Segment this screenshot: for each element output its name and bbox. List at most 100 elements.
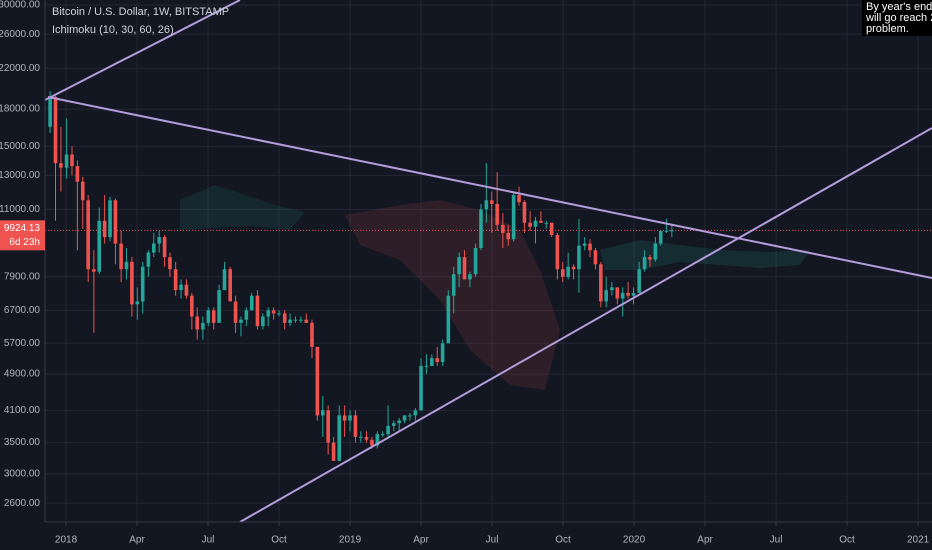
candles [48,91,674,461]
candle-body [375,434,380,446]
price-axis [0,0,45,522]
candle-body [364,436,369,440]
annotation-box [862,0,932,36]
candle-body [277,313,281,315]
y-tick-label: 13000.00 [0,170,40,181]
candle-body [435,358,440,362]
candle-body [97,220,102,272]
trend-line [47,96,932,279]
candle-body [402,415,407,421]
candle-body [135,301,140,305]
cloud-green [600,240,810,270]
candle-body [261,316,265,327]
annotation: will go reach 20 [865,12,932,24]
candle-body [233,301,238,323]
candle-body [299,319,303,321]
candle-body [337,415,342,461]
y-tick-label: 3500.00 [4,437,41,448]
last-price-label: 9924.13 [4,223,41,234]
candle-body [468,274,472,280]
candle-body [255,295,260,327]
y-tick-label: 22000.00 [0,63,40,74]
candle-body [102,220,107,238]
candle-body [517,195,521,203]
x-tick-label: Oct [555,535,571,546]
candle-body [190,295,194,317]
candle-body [64,154,69,168]
candle-body [168,257,172,270]
candle-body [70,154,74,167]
candle-body [648,257,652,260]
candle-body [53,96,58,164]
candle-body [271,310,276,314]
candle-body [451,274,456,296]
candle-body [413,410,418,416]
candle-body [555,234,560,270]
y-tick-label: 30000.00 [0,0,40,11]
candle-body [48,96,52,127]
countdown-label: 6d 23h [9,237,40,248]
x-tick-label: 2021 [907,535,930,546]
candle-body [380,434,385,436]
candle-body [304,319,309,323]
candle-body [206,310,211,323]
annotation: problem. [866,23,909,35]
trend-line [239,127,932,523]
candle-body [211,310,216,323]
candle-body [124,261,129,270]
candle-body [130,261,134,305]
cloud-green [180,185,305,230]
candle-body [386,425,390,435]
x-tick-label: Apr [129,535,145,546]
candle-body [146,252,151,267]
time-axis [0,522,932,550]
candle-body [288,319,292,323]
candle-body [522,202,527,223]
candle-body [642,257,647,270]
candle-body [489,200,494,204]
candle-body [544,222,549,224]
candle-body [424,365,429,367]
candle-body [249,295,254,311]
x-tick-label: Oct [839,535,855,546]
candle-body [577,245,581,270]
x-tick-label: 2019 [339,535,362,546]
candle-body [266,310,271,317]
candle-body [511,195,516,240]
candle-body [397,420,401,424]
candle-body [282,313,287,323]
candle-body [615,287,620,299]
candle-body [391,423,396,426]
trend-line [44,0,241,101]
candle-body [604,290,609,302]
candle-body [331,442,336,461]
candle-body [408,415,412,417]
candle-body [473,247,478,275]
candle-body [620,292,625,299]
candle-body [201,322,205,330]
candle-body [670,230,674,232]
candle-body [440,343,445,362]
candle-body [599,264,603,302]
candle-body [92,269,96,272]
y-tick-label: 4100.00 [4,405,41,416]
candle-body [80,181,85,201]
chart-title: Bitcoin / U.S. Dollar, 1W, BITSTAMP [52,6,229,18]
candle-body [353,415,358,437]
candle-body [320,410,325,416]
annotation: By year's end, 1 [866,1,932,13]
candle-body [140,266,145,302]
x-tick-label: Jul [486,535,499,546]
candle-body [179,284,183,291]
candle-body [113,200,118,244]
candle-body [173,269,178,291]
candle-body [430,358,434,366]
candle-body [626,292,630,296]
candle-body [239,319,243,323]
y-tick-label: 3000.00 [4,469,41,480]
candle-body [326,410,330,443]
x-tick-label: 2018 [55,535,78,546]
